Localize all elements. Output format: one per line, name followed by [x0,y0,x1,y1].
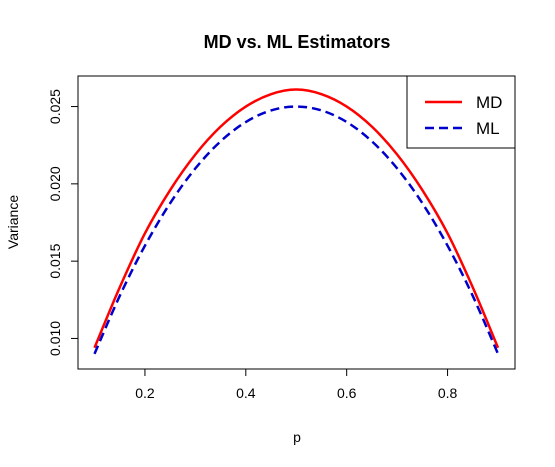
legend: MD ML [406,75,516,149]
x-axis-label: p [293,429,301,445]
legend-box [406,75,516,149]
x-tick-label: 0.2 [135,385,155,401]
y-axis-label: Variance [5,195,21,249]
legend-label-md: MD [476,93,502,112]
y-tick-label: 0.025 [47,89,63,124]
chart-title: MD vs. ML Estimators [204,32,391,52]
y-tick-label: 0.015 [47,243,63,278]
series-layer [93,88,500,355]
x-tick-label: 0.6 [337,385,357,401]
series-line-ml [93,105,500,355]
y-tick-label: 0.020 [47,166,63,201]
x-axis: 0.2 0.4 0.6 0.8 [135,368,458,401]
y-axis: 0.010 0.015 0.020 0.025 [47,89,79,356]
x-tick-label: 0.8 [438,385,458,401]
y-tick-label: 0.010 [47,321,63,356]
x-tick-label: 0.4 [236,385,256,401]
legend-label-ml: ML [476,119,500,138]
series-line-md [93,88,500,349]
